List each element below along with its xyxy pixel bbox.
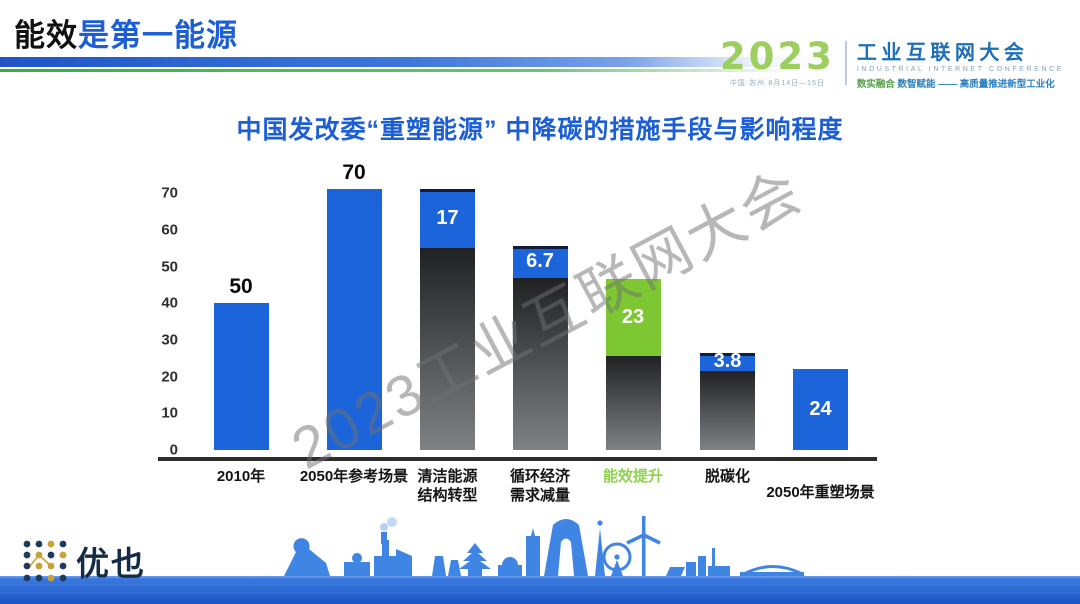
chart-bar-segment-dark <box>605 356 661 450</box>
x-category-label: 清洁能源 结构转型 <box>417 468 478 504</box>
x-axis-line <box>158 457 877 461</box>
conference-venue: 中国·苏州·8月14日—15日 <box>729 80 825 87</box>
conference-name-en: INDUSTRIAL INTERNET CONFERENCE <box>856 66 1064 73</box>
bar-value-label: 23 <box>621 305 645 328</box>
chart-bar-segment-dark <box>700 371 755 450</box>
bridge-icon <box>743 565 803 576</box>
brand-dot-matrix-icon <box>23 540 67 582</box>
bar-value-label: 50 <box>229 275 253 299</box>
page-title: 能效是第一能源 <box>14 10 238 55</box>
tv-tower-icon <box>595 528 605 576</box>
conference-logo-divider <box>844 41 847 85</box>
conference-tagline-green: 数实融合 <box>856 79 895 90</box>
pipeline-icon <box>344 562 370 576</box>
skyline-ground-band <box>0 576 1080 604</box>
skyline-silhouette <box>284 516 804 576</box>
refinery-icon <box>686 562 696 576</box>
cooling-tower-icon <box>432 556 446 576</box>
dome-building-icon <box>498 557 522 576</box>
bar-value-label: 24 <box>809 397 832 420</box>
bar-value-label: 17 <box>436 206 459 229</box>
x-category-label: 2050年参考场景 <box>299 468 409 485</box>
factory-icon <box>374 540 412 576</box>
y-tick-label: 0 <box>169 441 178 459</box>
chart-bar-segment-blue <box>326 189 382 450</box>
gate-arch-icon <box>544 519 588 576</box>
header-divider-green <box>0 69 1080 72</box>
conference-name-cn: 工业互联网大会 <box>856 42 1029 64</box>
y-tick-label: 10 <box>161 404 178 422</box>
chart-bar-segment-dark <box>420 248 475 450</box>
conference-year: 2023 <box>719 35 835 78</box>
y-tick-label: 40 <box>161 294 178 312</box>
conference-logo: 2023 中国·苏州·8月14日—15日 工业互联网大会 INDUSTRIAL … <box>720 36 1064 90</box>
robot-arm-icon <box>284 538 330 576</box>
conference-tagline-blue: 数智赋能 —— 高质量推进新型工业化 <box>897 79 1055 90</box>
bar-value-label: 3.8 <box>713 350 742 373</box>
chart-bar-segment-dark <box>512 277 568 450</box>
y-tick-label: 30 <box>161 331 178 349</box>
conference-logo-text-block: 工业互联网大会 INDUSTRIAL INTERNET CONFERENCE 数… <box>857 36 1064 90</box>
chart-bar-segment-blue <box>700 353 755 372</box>
skyscraper-icon <box>526 528 540 576</box>
x-category-label: 2010年 <box>216 468 266 485</box>
y-tick-label: 60 <box>161 221 178 239</box>
x-category-label: 循环经济 需求减量 <box>509 468 570 504</box>
y-tick-label: 20 <box>161 368 178 386</box>
chart-bar-segment-blue <box>793 369 848 450</box>
chart-bar-segment-blue <box>213 303 269 450</box>
wind-turbine-icon <box>642 534 646 576</box>
x-category-label: 2050年重塑场景 <box>766 484 875 501</box>
bar-value-label: 70 <box>342 161 366 185</box>
chart-bar-segment-blue <box>420 189 475 249</box>
conference-tagline: 数实融合 数智赋能 —— 高质量推进新型工业化 <box>857 76 1064 90</box>
header-divider-blue <box>0 57 1080 67</box>
page-title-black: 能效 <box>14 18 78 53</box>
chart-bar-segment-blue <box>512 245 568 278</box>
page-title-blue: 是第一能源 <box>78 18 238 53</box>
conference-logo-year-block: 2023 中国·苏州·8月14日—15日 <box>720 38 835 88</box>
chart-bar-segment-green <box>605 279 661 357</box>
x-category-label: 能效提升 <box>602 468 663 485</box>
solar-panel-icon <box>666 567 685 576</box>
pagoda-icon <box>459 543 491 576</box>
brand-name: 优也 <box>76 545 146 582</box>
y-tick-label: 50 <box>161 258 178 275</box>
y-tick-label: 70 <box>161 184 178 202</box>
city-skyline-graphic <box>0 516 1080 604</box>
chart-title: 中国发改委“重塑能源” 中降碳的措施手段与影响程度 <box>236 116 844 144</box>
bar-value-label: 6.7 <box>526 249 554 272</box>
brand-logo: 优也 <box>22 537 146 585</box>
x-category-label: 脱碳化 <box>704 468 750 485</box>
